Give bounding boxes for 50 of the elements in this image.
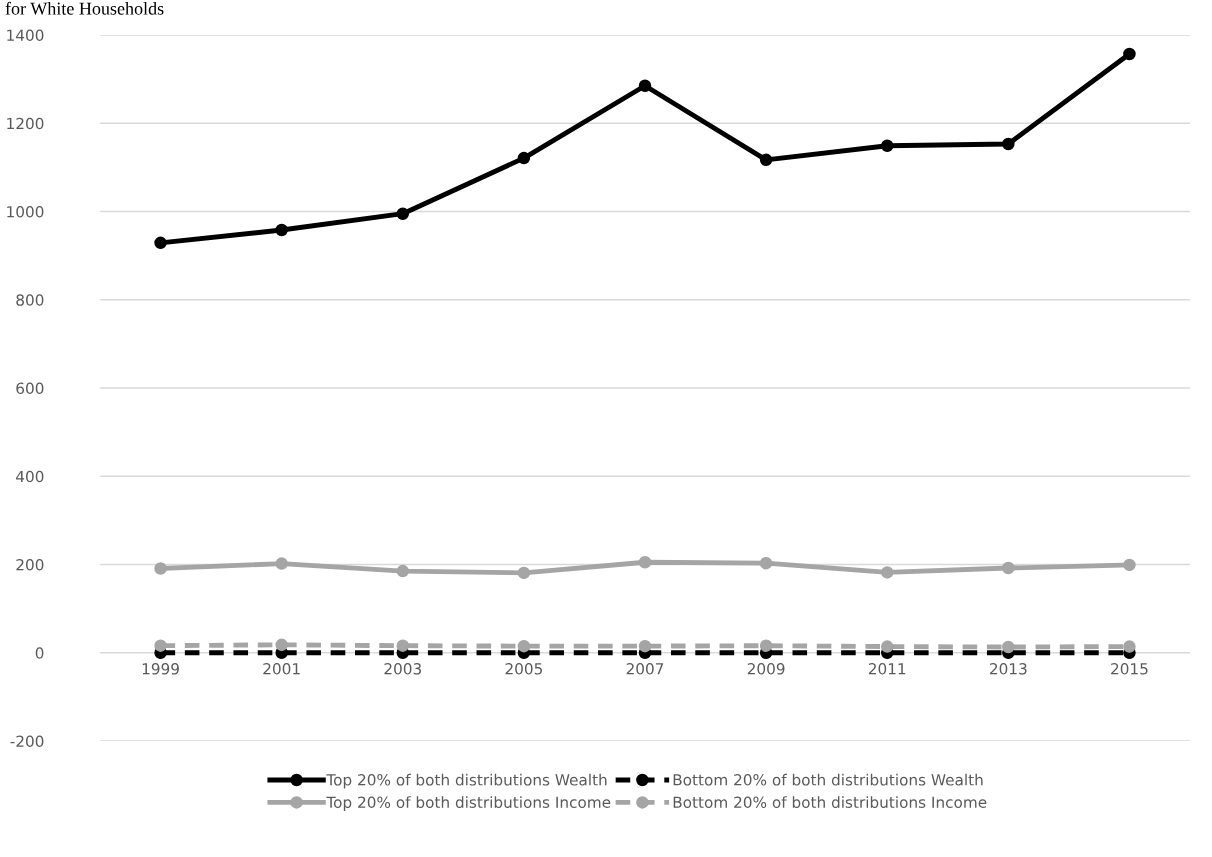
point	[275, 223, 288, 237]
y-tick-label: 200	[16, 558, 44, 571]
x-tick-label: 2011	[868, 663, 906, 675]
point	[759, 153, 773, 167]
x-tick-label: 2003	[384, 663, 421, 675]
x-tick-label: 2001	[263, 663, 300, 675]
point	[396, 639, 410, 652]
point	[1002, 561, 1015, 575]
y-tick-label: -200	[10, 735, 44, 748]
y-tick-label: 0	[35, 647, 44, 659]
x-tick-label: 2013	[990, 663, 1027, 675]
point	[759, 556, 773, 570]
point	[880, 139, 894, 153]
point	[638, 639, 652, 653]
point	[154, 639, 167, 652]
point	[275, 557, 288, 570]
point	[396, 564, 410, 578]
legend-label: Bottom 20% of both distributions Income	[673, 796, 987, 808]
x-tick-label: 2009	[747, 663, 785, 675]
chart-title: for White Households	[5, 1, 164, 15]
y-tick-label: 1000	[7, 205, 44, 218]
point	[638, 556, 652, 569]
point	[517, 151, 531, 165]
y-tick-label: 400	[16, 470, 44, 483]
y-tick-label: 600	[16, 382, 44, 395]
legend-label: Bottom 20% of both distributions Wealth	[673, 773, 983, 786]
point	[275, 638, 288, 652]
point	[517, 639, 531, 653]
legend-label: Top 20% of both distributions Wealth	[326, 773, 607, 789]
y-tick-label: 1400	[7, 29, 44, 42]
point	[1123, 558, 1136, 572]
point	[1123, 47, 1136, 61]
x-tick-label: 1999	[142, 663, 179, 675]
point	[759, 639, 773, 652]
legend-label: Top 20% of both distributions Income	[326, 796, 611, 811]
y-tick-label: 1200	[7, 117, 44, 130]
point	[154, 562, 167, 575]
y-tick-label: 800	[16, 294, 44, 306]
x-tick-label: 2015	[1111, 663, 1148, 675]
point	[154, 236, 167, 250]
point	[880, 640, 894, 653]
point	[638, 79, 652, 92]
x-tick-label: 2007	[626, 663, 664, 675]
point	[1123, 640, 1136, 653]
point	[1002, 137, 1015, 151]
point	[517, 566, 531, 580]
point	[1002, 640, 1015, 654]
point	[396, 207, 410, 220]
x-tick-label: 2005	[505, 663, 542, 675]
point	[880, 566, 894, 579]
